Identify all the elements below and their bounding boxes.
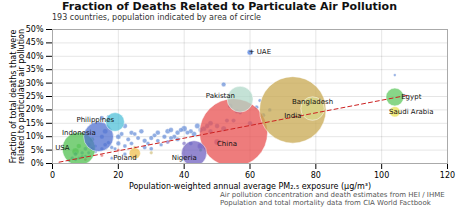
svg-text:35%: 35% — [26, 65, 44, 74]
svg-text:0: 0 — [50, 171, 55, 180]
svg-text:China: China — [217, 140, 237, 148]
svg-text:10%: 10% — [26, 132, 44, 141]
svg-text:Pakistan: Pakistan — [206, 92, 235, 100]
svg-text:30%: 30% — [26, 79, 44, 88]
svg-text:100: 100 — [374, 171, 389, 180]
svg-text:Nigeria: Nigeria — [172, 154, 197, 162]
html-text:193 countries, population indi: 193 countries, population indicated by a… — [52, 13, 261, 22]
svg-text:25%: 25% — [26, 92, 44, 101]
svg-text:5%: 5% — [31, 146, 44, 155]
svg-text:50%: 50% — [26, 25, 44, 34]
svg-text:40: 40 — [179, 171, 189, 180]
svg-text:20%: 20% — [26, 105, 44, 114]
svg-text:Philippines: Philippines — [76, 116, 114, 124]
svg-text:Bangladesh: Bangladesh — [292, 98, 333, 106]
svg-text:0%: 0% — [31, 159, 44, 168]
svg-text:80: 80 — [311, 171, 321, 180]
svg-text:45%: 45% — [26, 38, 44, 47]
html-text:Fraction of Deaths Related to: Fraction of Deaths Related to Particulat… — [62, 0, 397, 13]
svg-text:+ UAE: + UAE — [249, 48, 271, 56]
svg-text:15%: 15% — [26, 119, 44, 128]
html-text:Air pollution concentration an: Air pollution concentration and death es… — [220, 191, 445, 207]
svg-text:India: India — [284, 112, 301, 120]
svg-text:Indonesia: Indonesia — [62, 129, 96, 137]
svg-text:Saudi Arabia: Saudi Arabia — [389, 108, 433, 116]
svg-text:20: 20 — [113, 171, 123, 180]
svg-text:Population-weighted annual ave: Population-weighted annual average PM₂.₅… — [129, 182, 371, 191]
svg-text:120: 120 — [440, 171, 455, 180]
svg-text:USA: USA — [55, 144, 70, 152]
svg-text:Fraction of total deaths that: Fraction of total deaths that wererelate… — [9, 29, 26, 164]
svg-text:60: 60 — [245, 171, 255, 180]
svg-text:Poland: Poland — [113, 154, 136, 162]
svg-text:Egypt: Egypt — [401, 93, 421, 101]
svg-text:40%: 40% — [26, 52, 44, 61]
